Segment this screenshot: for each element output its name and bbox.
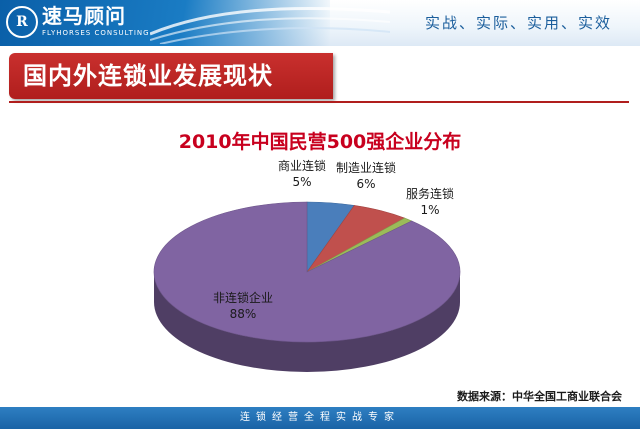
pie-label-value-0: 5% [292, 175, 312, 189]
footer-bar: 连锁经营全程实战专家 [0, 407, 640, 429]
footer-slogan: 连锁经营全程实战专家 [240, 412, 400, 423]
chart-title: 2010年中国民营500强企业分布 [178, 131, 462, 153]
logo-subtitle: FLYHORSES CONSULTING [42, 29, 150, 37]
pie-label-3: 非连锁企业 88% [203, 290, 283, 322]
header-banner: R 速马顾问 FLYHORSES CONSULTING 实战、实际、实用、实效 [0, 0, 640, 46]
pie-label-name-3: 非连锁企业 [212, 291, 273, 305]
pie-label-name-1: 制造业连锁 [335, 161, 396, 175]
pie-slice-3 [153, 201, 461, 343]
pie-label-value-1: 6% [356, 177, 376, 191]
slide-title: 国内外连锁业发展现状 [23, 62, 273, 90]
logo-mark-icon: R [6, 6, 38, 38]
pie-label-name-2: 服务连锁 [405, 187, 454, 201]
swoosh-decoration [150, 7, 390, 44]
logo-name: 速马顾问 [42, 4, 126, 28]
pie-side-3 [154, 272, 460, 372]
pie-label-name-0: 商业连锁 [277, 159, 326, 173]
pie-label-2: 服务连锁 1% [390, 186, 470, 218]
company-logo: R 速马顾问 FLYHORSES CONSULTING [6, 4, 166, 42]
data-source-note: 数据来源：中华全国工商业联合会 [457, 390, 622, 403]
pie-label-0: 商业连锁 5% [262, 158, 342, 190]
pie-label-1: 制造业连锁 6% [326, 160, 406, 192]
title-divider [9, 101, 629, 103]
header-brand-band [0, 0, 330, 46]
header-slogan: 实战、实际、实用、实效 [424, 14, 612, 32]
pie-label-value-3: 88% [229, 307, 257, 321]
slide-title-bar: 国内外连锁业发展现状 [9, 53, 333, 99]
pie-label-value-2: 1% [420, 203, 440, 217]
